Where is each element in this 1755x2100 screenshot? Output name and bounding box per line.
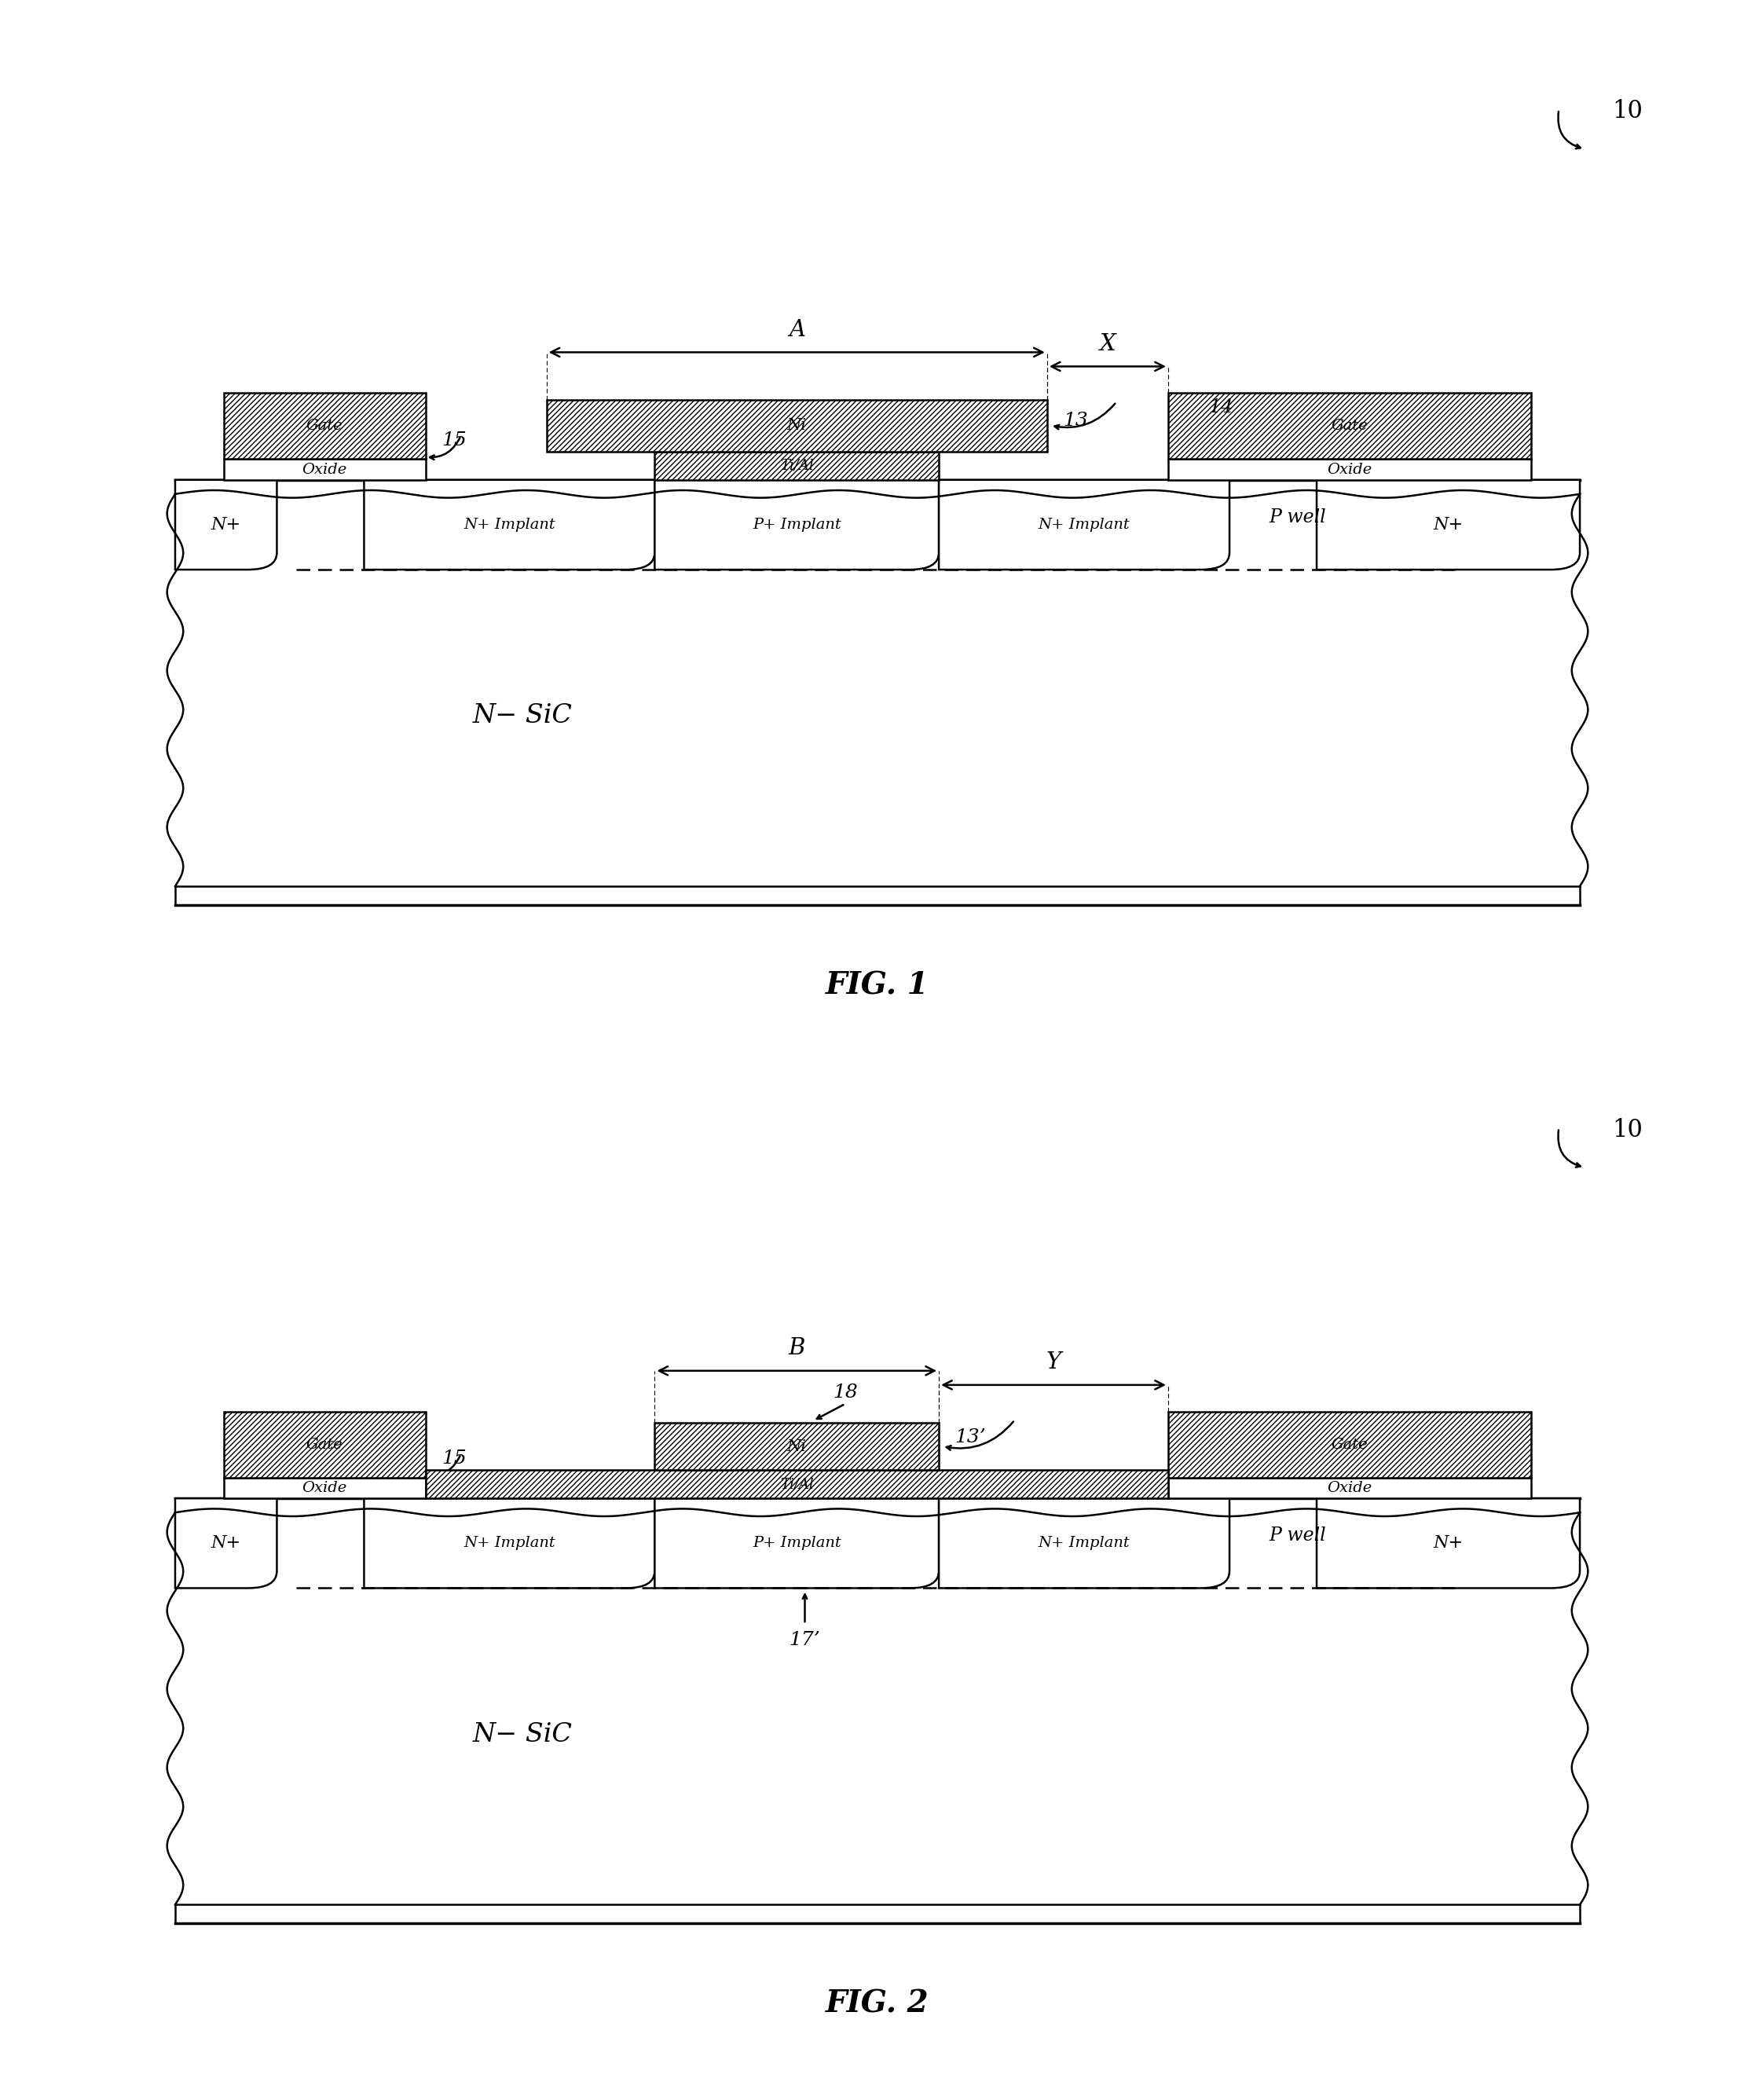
Bar: [1169, 460, 1532, 481]
Bar: [425, 1470, 1169, 1499]
Text: 14: 14: [1209, 399, 1234, 416]
Text: Gate: Gate: [305, 1436, 342, 1451]
Text: N− SiC: N− SiC: [472, 1722, 572, 1747]
Text: Oxide: Oxide: [302, 1480, 347, 1495]
Text: 15: 15: [442, 430, 467, 449]
Text: Oxide: Oxide: [302, 462, 347, 477]
Text: Gate: Gate: [1332, 418, 1369, 433]
Text: Gate: Gate: [305, 418, 342, 433]
PathPatch shape: [176, 481, 277, 569]
Bar: [1169, 1478, 1532, 1499]
Text: 15: 15: [442, 1449, 467, 1468]
Text: N+ Implant: N+ Implant: [1039, 519, 1130, 531]
Text: N+: N+: [1434, 1535, 1464, 1552]
Text: 10: 10: [1613, 99, 1643, 124]
Text: P well: P well: [1269, 508, 1325, 527]
PathPatch shape: [1316, 481, 1580, 569]
PathPatch shape: [655, 481, 939, 569]
Text: Ti/Al: Ti/Al: [779, 1476, 814, 1491]
Text: Ni: Ni: [786, 418, 807, 433]
Text: N+ Implant: N+ Implant: [463, 519, 555, 531]
Text: N+ Implant: N+ Implant: [463, 1537, 555, 1550]
Text: Ti/Al: Ti/Al: [779, 458, 814, 472]
Text: P+ Implant: P+ Implant: [753, 519, 841, 531]
PathPatch shape: [655, 1499, 939, 1588]
PathPatch shape: [176, 1499, 277, 1588]
Text: Oxide: Oxide: [1327, 1480, 1372, 1495]
Text: P+ Implant: P+ Implant: [753, 1537, 841, 1550]
Bar: [223, 1478, 425, 1499]
Text: Y: Y: [1046, 1352, 1062, 1373]
Text: FIG. 2: FIG. 2: [827, 1989, 928, 2018]
Bar: [223, 460, 425, 481]
Text: 10: 10: [1613, 1117, 1643, 1142]
Text: B: B: [788, 1338, 806, 1359]
Text: N+: N+: [1434, 517, 1464, 533]
PathPatch shape: [939, 481, 1230, 569]
Text: 13’: 13’: [955, 1428, 986, 1447]
Text: 13: 13: [1064, 412, 1088, 430]
Text: P well: P well: [1269, 1527, 1325, 1546]
Text: N+: N+: [211, 517, 240, 533]
PathPatch shape: [939, 1499, 1230, 1588]
Text: 17’: 17’: [790, 1630, 820, 1649]
Bar: [223, 1411, 425, 1478]
Text: Ni: Ni: [786, 1438, 807, 1453]
Bar: [1169, 1411, 1532, 1478]
Text: Gate: Gate: [1332, 1436, 1369, 1451]
Text: N− SiC: N− SiC: [472, 704, 572, 729]
Bar: [546, 399, 1048, 451]
PathPatch shape: [1316, 1499, 1580, 1588]
Bar: [223, 393, 425, 460]
Bar: [655, 451, 939, 481]
Text: X: X: [1099, 334, 1116, 355]
Text: FIG. 1: FIG. 1: [827, 970, 928, 1000]
Text: N+ Implant: N+ Implant: [1039, 1537, 1130, 1550]
PathPatch shape: [363, 481, 655, 569]
Text: A: A: [788, 319, 806, 340]
Text: N+: N+: [211, 1535, 240, 1552]
Bar: [655, 1424, 939, 1470]
PathPatch shape: [363, 1499, 655, 1588]
Bar: [1169, 393, 1532, 460]
Text: Oxide: Oxide: [1327, 462, 1372, 477]
Text: 18: 18: [832, 1384, 858, 1403]
